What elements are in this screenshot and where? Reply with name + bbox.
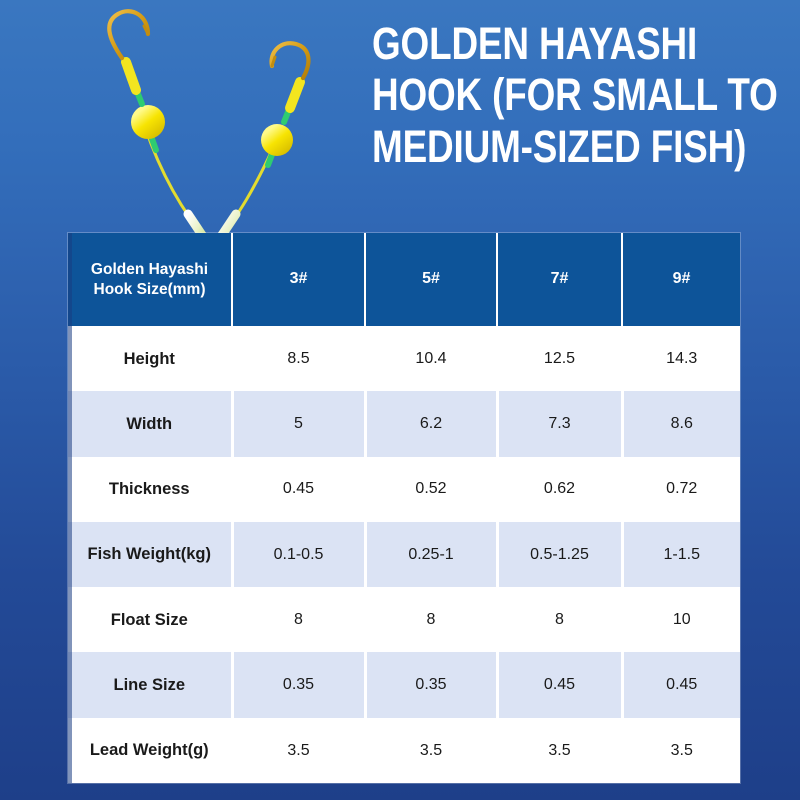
row-label-width: Width [68, 391, 234, 457]
cell-line-size-3: 0.35 [232, 652, 367, 718]
page-title-line-1: GOLDEN HAYASHI [372, 18, 698, 69]
page-title-line-2: HOOK (FOR SMALL TO [372, 69, 778, 121]
cell-thickness-5: 0.52 [365, 456, 499, 522]
column-header-9: 9# [622, 233, 740, 326]
cell-height-3: 8.5 [232, 326, 367, 392]
column-header-7: 7# [497, 233, 623, 326]
cell-width-5: 6.2 [365, 391, 499, 457]
column-header-3: 3# [232, 233, 366, 326]
cell-line-size-7: 0.45 [497, 652, 624, 718]
cell-height-9: 14.3 [622, 326, 740, 392]
column-header-size-label: Golden Hayashi Hook Size(mm) [68, 233, 233, 326]
cell-fish-weight-5: 0.25-1 [365, 521, 499, 588]
hook-branch-left [107, 9, 212, 246]
hook-bend-left [107, 9, 151, 61]
cell-float-size-9: 10 [622, 587, 740, 653]
row-label-thickness: Thickness [68, 456, 234, 522]
green-marker-right-upper [281, 109, 291, 125]
cell-fish-weight-3: 0.1-0.5 [232, 521, 367, 588]
cell-lead-weight-7: 3.5 [497, 717, 624, 783]
cell-width-9: 8.6 [622, 391, 740, 457]
cell-fish-weight-7: 0.5-1.25 [497, 521, 624, 588]
table-body: Height 8.5 10.4 12.5 14.3 Width 5 6.2 7.… [68, 326, 740, 783]
table-row: Fish Weight(kg) 0.1-0.5 0.25-1 0.5-1.25 … [68, 521, 740, 588]
hook-bend-right [269, 41, 311, 81]
table-row: Line Size 0.35 0.35 0.45 0.45 [68, 652, 740, 718]
page-title-line-3: MEDIUM-SIZED FISH) [372, 120, 747, 172]
row-label-lead-weight: Lead Weight(g) [68, 717, 234, 783]
cell-fish-weight-9: 1-1.5 [622, 521, 740, 588]
cell-thickness-3: 0.45 [232, 456, 367, 522]
hook-barb-right [270, 55, 277, 68]
shank-sleeve-right [285, 77, 305, 113]
specification-table: Golden Hayashi Hook Size(mm) 3# 5# 7# 9#… [68, 233, 740, 783]
product-illustration [60, 0, 360, 250]
float-bead-left [131, 105, 165, 139]
cell-float-size-7: 8 [497, 587, 624, 653]
cell-thickness-9: 0.72 [622, 456, 740, 522]
cell-height-5: 10.4 [365, 326, 499, 392]
table-row: Width 5 6.2 7.3 8.6 [68, 391, 740, 457]
float-bead-right [261, 124, 293, 156]
hook-rig-graphic [107, 9, 311, 246]
table-header-row: Golden Hayashi Hook Size(mm) 3# 5# 7# 9# [68, 233, 740, 326]
cell-width-3: 5 [232, 391, 367, 457]
cell-height-7: 12.5 [497, 326, 624, 392]
table-row: Thickness 0.45 0.52 0.62 0.72 [68, 456, 740, 522]
page-title: GOLDEN HAYASHI HOOK (FOR SMALL TO MEDIUM… [372, 18, 778, 172]
hook-branch-right [212, 41, 311, 246]
table-row: Lead Weight(g) 3.5 3.5 3.5 3.5 [68, 717, 740, 783]
cell-lead-weight-9: 3.5 [622, 717, 740, 783]
hook-barb-left [142, 24, 150, 36]
cell-float-size-5: 8 [365, 587, 499, 653]
specification-table-container: Golden Hayashi Hook Size(mm) 3# 5# 7# 9#… [68, 233, 740, 783]
row-label-fish-weight: Fish Weight(kg) [68, 521, 234, 588]
column-header-5: 5# [365, 233, 498, 326]
cell-line-size-9: 0.45 [622, 652, 740, 718]
row-label-height: Height [68, 326, 234, 392]
table-row: Height 8.5 10.4 12.5 14.3 [68, 326, 740, 392]
table-header: Golden Hayashi Hook Size(mm) 3# 5# 7# 9# [68, 233, 740, 326]
row-label-line-size: Line Size [68, 652, 234, 718]
cell-lead-weight-5: 3.5 [365, 717, 499, 783]
cell-lead-weight-3: 3.5 [232, 717, 367, 783]
green-marker-left-upper [135, 91, 145, 107]
cell-width-7: 7.3 [497, 391, 624, 457]
cell-thickness-7: 0.62 [497, 456, 624, 522]
cell-line-size-5: 0.35 [365, 652, 499, 718]
cell-float-size-3: 8 [232, 587, 367, 653]
table-row: Float Size 8 8 8 10 [68, 587, 740, 653]
row-label-float-size: Float Size [68, 587, 234, 653]
shank-sleeve-left [121, 57, 141, 95]
